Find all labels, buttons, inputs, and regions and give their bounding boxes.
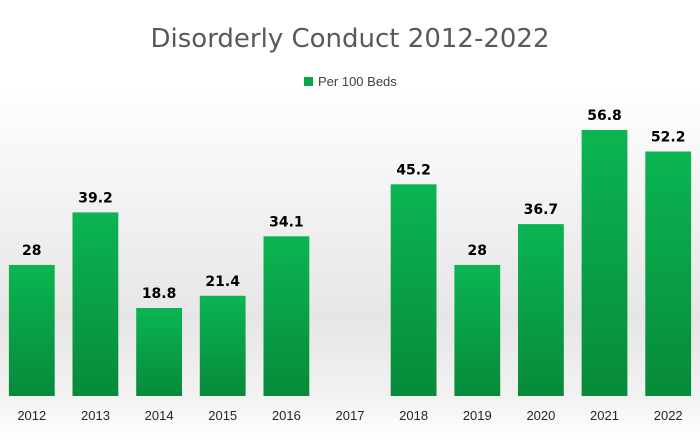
- tick-label-2015: 2015: [208, 408, 237, 423]
- data-labels: 28 39.2 18.8 21.4 34.1 45.2 28 36.7 56.8 52.2: [22, 108, 685, 302]
- bar-2022: [645, 151, 692, 396]
- legend-swatch: [304, 77, 313, 86]
- data-label-2014: 18.8: [142, 286, 177, 302]
- bar-2018: [390, 184, 437, 396]
- tick-label-2014: 2014: [145, 408, 174, 423]
- bars: [8, 130, 692, 396]
- data-label-2015: 21.4: [205, 274, 240, 290]
- tick-label-2017: 2017: [336, 408, 365, 423]
- data-label-2012: 28: [22, 243, 41, 259]
- tick-label-2018: 2018: [399, 408, 428, 423]
- data-label-2013: 39.2: [78, 190, 113, 206]
- legend: Per 100 Beds: [304, 74, 397, 89]
- data-label-2020: 36.7: [524, 202, 559, 218]
- data-label-2018: 45.2: [396, 162, 431, 178]
- tick-label-2021: 2021: [590, 408, 619, 423]
- bar-2013: [72, 212, 119, 396]
- tick-label-2013: 2013: [81, 408, 110, 423]
- bar-2012: [8, 264, 55, 396]
- bar-2016: [263, 236, 310, 396]
- bar-2015: [199, 295, 246, 396]
- data-label-2021: 56.8: [587, 108, 622, 124]
- tick-label-2019: 2019: [463, 408, 492, 423]
- bar-2019: [454, 264, 501, 396]
- legend-label: Per 100 Beds: [318, 74, 397, 89]
- bar-2021: [581, 130, 628, 396]
- bar-2020: [518, 224, 564, 396]
- tick-label-2022: 2022: [654, 408, 683, 423]
- bar-2014: [136, 308, 182, 396]
- data-label-2016: 34.1: [269, 214, 304, 230]
- x-axis-ticks: 2012 2013 2014 2015 2016 2017 2018 2019 2020 2021…: [17, 408, 682, 423]
- chart-title: Disorderly Conduct 2012-2022: [151, 24, 550, 54]
- tick-label-2012: 2012: [17, 408, 46, 423]
- tick-label-2020: 2020: [526, 408, 555, 423]
- data-label-2022: 52.2: [651, 130, 686, 146]
- tick-label-2016: 2016: [272, 408, 301, 423]
- data-label-2019: 28: [468, 243, 487, 259]
